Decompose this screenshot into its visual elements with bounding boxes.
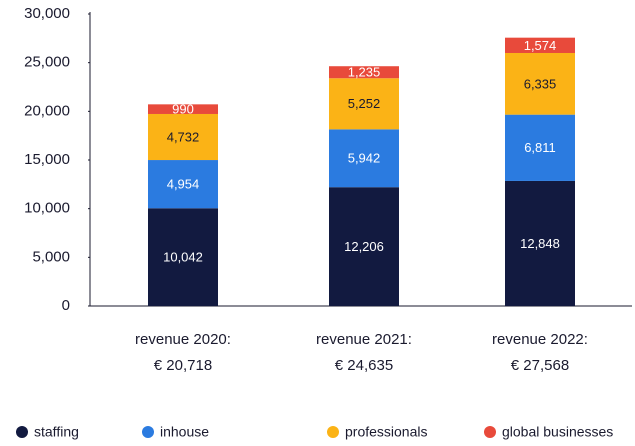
bar-segment [148,208,218,306]
data-label: 10,042 [163,250,203,265]
legend-marker [484,426,496,438]
y-tick-label: 25,000 [24,54,70,71]
y-tick-label: 0 [62,297,70,314]
data-label: 4,954 [167,177,200,192]
total-label: € 20,718 [154,357,212,374]
y-tick-label: 30,000 [24,5,70,22]
legend-label: inhouse [160,424,209,440]
legend-marker [16,426,28,438]
y-tick-label: 20,000 [24,102,70,119]
x-tick-label: revenue 2020: [135,331,231,348]
bar-segment [329,129,399,188]
legend-marker [142,426,154,438]
data-label: 12,206 [344,239,384,254]
x-tick-label: revenue 2021: [316,331,412,348]
data-label: 5,252 [348,96,381,111]
y-tick-label: 5,000 [32,248,70,265]
data-label: 990 [172,102,194,117]
bar-segment [329,187,399,306]
x-tick-label: revenue 2022: [492,331,588,348]
bar-segment [505,37,575,53]
bar-segment [148,104,218,114]
data-label: 5,942 [348,151,381,166]
bar-segment [329,66,399,79]
bar-segment [148,160,218,209]
bar-segment [505,52,575,115]
bar-segment [329,78,399,130]
legend-label: professionals [345,424,428,440]
total-label: € 27,568 [511,357,569,374]
data-label: 1,235 [348,65,381,80]
data-label: 6,335 [524,76,557,91]
data-label: 12,848 [520,236,560,251]
bar-segment [505,114,575,181]
bar-segment [505,180,575,306]
legend-marker [327,426,339,438]
data-label: 4,732 [167,129,200,144]
legend-label: staffing [34,424,79,440]
data-label: 1,574 [524,38,557,53]
y-tick-label: 10,000 [24,200,70,217]
data-label: 6,811 [524,140,556,155]
legend-label: global businesses [502,424,613,440]
y-tick-label: 15,000 [24,151,70,168]
total-label: € 24,635 [335,357,393,374]
bar-segment [148,113,218,161]
